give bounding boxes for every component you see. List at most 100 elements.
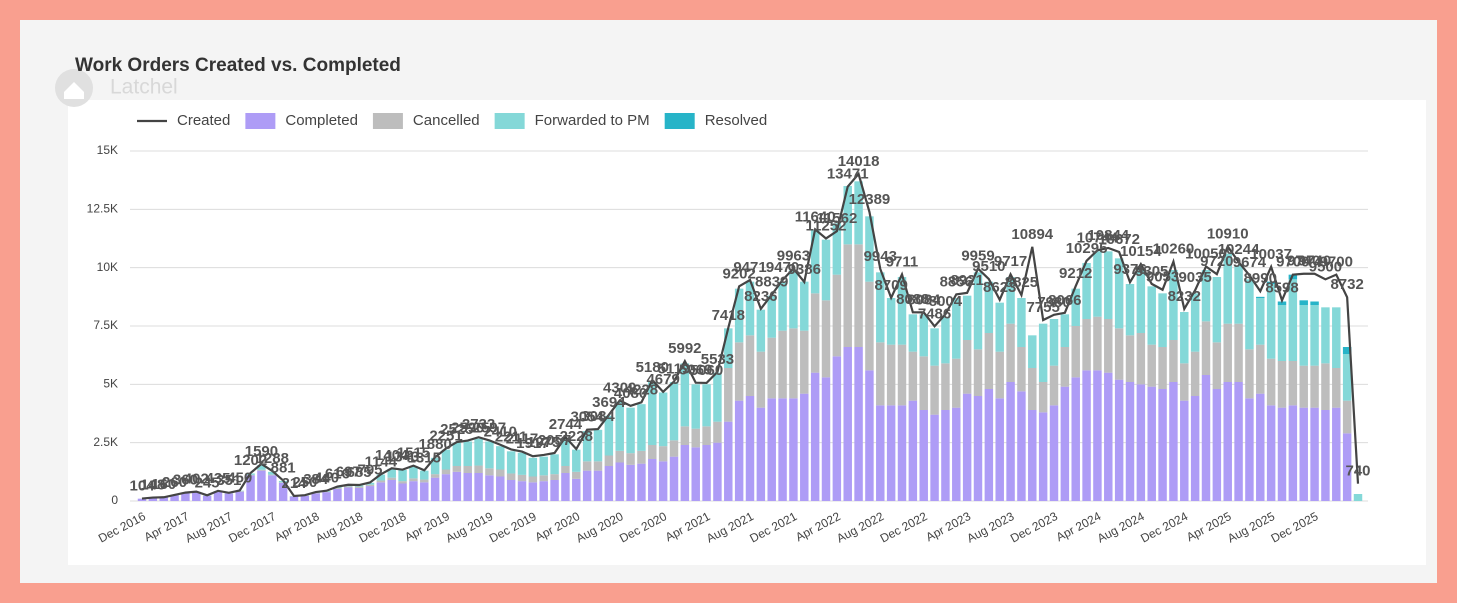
bar-segment	[745, 335, 755, 396]
bar-segment	[832, 356, 842, 501]
data-label: 5992	[668, 340, 701, 357]
data-label: 9035	[1178, 269, 1211, 286]
legend-swatch	[664, 113, 695, 129]
bar-segment	[702, 445, 711, 501]
data-label: 1315	[408, 449, 441, 466]
data-label: 9376	[1113, 261, 1146, 278]
bar-segment	[789, 398, 798, 501]
bar-segment	[1180, 312, 1189, 364]
bar-segment	[941, 410, 950, 501]
bar-segment	[962, 340, 972, 394]
bar-segment	[213, 491, 223, 501]
data-label: 1515	[397, 445, 430, 462]
data-label: 4228	[625, 381, 658, 398]
bar-segment	[1234, 382, 1243, 501]
bar-segment	[1288, 361, 1298, 406]
data-label: 2117	[506, 431, 539, 448]
bar-segment	[1147, 286, 1156, 345]
bar-segment	[1136, 333, 1146, 385]
data-label: 402	[184, 471, 209, 488]
data-label: 1404	[375, 447, 409, 464]
bar-segment	[1190, 396, 1200, 501]
data-label: 5060	[690, 362, 723, 379]
bar-segment	[800, 281, 809, 331]
bar-segment	[1266, 358, 1276, 406]
bar-segment	[821, 377, 831, 501]
data-label: 10672	[1098, 231, 1140, 248]
bar-segment	[919, 410, 928, 501]
bar-segment	[832, 274, 842, 357]
data-label: 9963	[777, 247, 810, 264]
bar-segment	[604, 466, 614, 501]
bar-segment	[582, 470, 592, 501]
data-label: 4679	[646, 371, 679, 388]
bar-segment	[1093, 251, 1102, 317]
bar-segment	[539, 481, 548, 501]
bar-segment	[1028, 368, 1037, 410]
bar-segment	[1223, 253, 1232, 324]
bar-segment	[1310, 407, 1319, 501]
bar-segment	[1006, 277, 1015, 324]
bar-segment	[734, 342, 744, 401]
bar-segment	[1071, 288, 1080, 326]
bar-segment	[506, 473, 516, 480]
bar-segment	[572, 478, 581, 501]
bar-segment	[1299, 365, 1308, 408]
bar-segment	[528, 476, 538, 483]
bar-segment	[561, 466, 570, 473]
bar-segment	[778, 398, 787, 501]
bar-segment	[1321, 307, 1330, 364]
bar-segment	[506, 451, 516, 474]
data-label: 9711	[886, 253, 919, 270]
bar-segment	[648, 445, 657, 459]
bar-segment	[821, 300, 831, 378]
bar-segment	[1082, 319, 1091, 371]
bar-segment	[582, 461, 592, 471]
bar-segment	[550, 480, 559, 501]
bar-segment	[604, 415, 614, 456]
bar-segment	[257, 465, 266, 470]
bar-segment	[919, 314, 928, 357]
bar-segment	[1180, 363, 1189, 401]
data-label: 360	[173, 472, 198, 489]
data-label: 9212	[1059, 265, 1092, 282]
bar-segment	[506, 480, 516, 501]
bar-segment	[344, 487, 353, 501]
bar-segment	[1104, 372, 1113, 501]
bar-segment	[941, 363, 950, 410]
data-label: 3084	[581, 408, 615, 425]
bar-segment	[420, 479, 429, 483]
data-label: 7755	[1026, 299, 1059, 316]
bar-segment	[908, 400, 918, 501]
bar-segment	[658, 392, 668, 447]
bar-segment	[1332, 368, 1341, 408]
bar-segment	[669, 440, 679, 457]
bar-segment	[268, 475, 277, 501]
bar-segment	[865, 281, 874, 371]
data-label: 9305	[1135, 263, 1168, 280]
data-label: 2744	[549, 416, 583, 433]
data-label: 11562	[816, 210, 857, 227]
bar-segment	[1277, 305, 1287, 361]
bar-segment	[517, 474, 527, 482]
data-label: 10744	[1077, 229, 1119, 246]
bar-segment	[311, 493, 320, 501]
bar-segment	[1256, 296, 1265, 298]
data-label: 450	[227, 469, 252, 486]
bar-segment	[1158, 293, 1167, 347]
y-tick-label: 15K	[97, 143, 118, 157]
bar-segment	[1082, 370, 1091, 501]
bar-segment	[572, 471, 581, 479]
bar-segment	[1017, 391, 1026, 501]
bar-segment	[615, 462, 624, 501]
bar-segment	[941, 316, 950, 364]
line	[141, 171, 1360, 500]
legend-swatch	[494, 113, 525, 129]
y-tick-label: 5K	[103, 377, 118, 391]
bar-segment	[734, 400, 744, 501]
data-label: 214	[281, 475, 307, 492]
bar-segment	[257, 470, 266, 501]
bar-segment	[1266, 281, 1276, 284]
y-tick-label: 12.5K	[87, 202, 118, 216]
bar-segment	[1104, 319, 1113, 373]
